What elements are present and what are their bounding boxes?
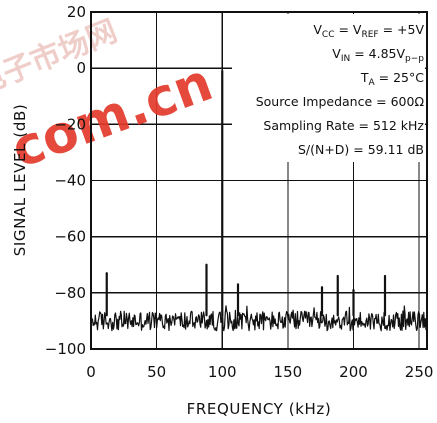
annotation-vcc: VCC = VREF = +5V [313, 22, 424, 40]
y-tick-label: −20 [54, 115, 86, 133]
signal-layer [90, 69, 428, 332]
y-tick-label: −100 [45, 340, 86, 358]
y-tick-label: 0 [76, 59, 86, 77]
y-axis-title: SIGNAL LEVEL (dB) [11, 104, 29, 257]
noise-floor-trace [90, 305, 428, 332]
annotation-background [232, 14, 425, 162]
y-tick-label: −80 [54, 284, 86, 302]
x-tick-label: 150 [274, 363, 303, 381]
x-tick-label: 0 [86, 363, 96, 381]
y-tick-label: −40 [54, 172, 86, 190]
annotation-box: VCC = VREF = +5V VIN = 4.85Vp−p TA = 25°C S… [232, 14, 425, 162]
frame-layer [90, 11, 428, 350]
y-tick-label: 20 [67, 3, 86, 21]
annotation-sinad: S/(N+D) = 59.11 dB [298, 142, 424, 157]
plot-frame [90, 11, 428, 350]
annotation-vin: VIN = 4.85Vp−p [332, 46, 424, 64]
x-tick-label: 250 [405, 363, 434, 381]
x-tick-label: 200 [339, 363, 368, 381]
x-axis-title: FREQUENCY (kHz) [187, 400, 332, 418]
x-tick-label: 100 [208, 363, 237, 381]
annotation-source-impedance: Source Impedance = 600Ω [256, 94, 425, 109]
annotation-sampling-rate: Sampling Rate = 512 kHz [263, 118, 424, 133]
annotation-ta: TA = 25°C [360, 70, 424, 88]
watermark: 电子市场网 com.cn [0, 14, 220, 180]
y-tick-label: −60 [54, 228, 86, 246]
x-tick-label: 50 [147, 363, 166, 381]
